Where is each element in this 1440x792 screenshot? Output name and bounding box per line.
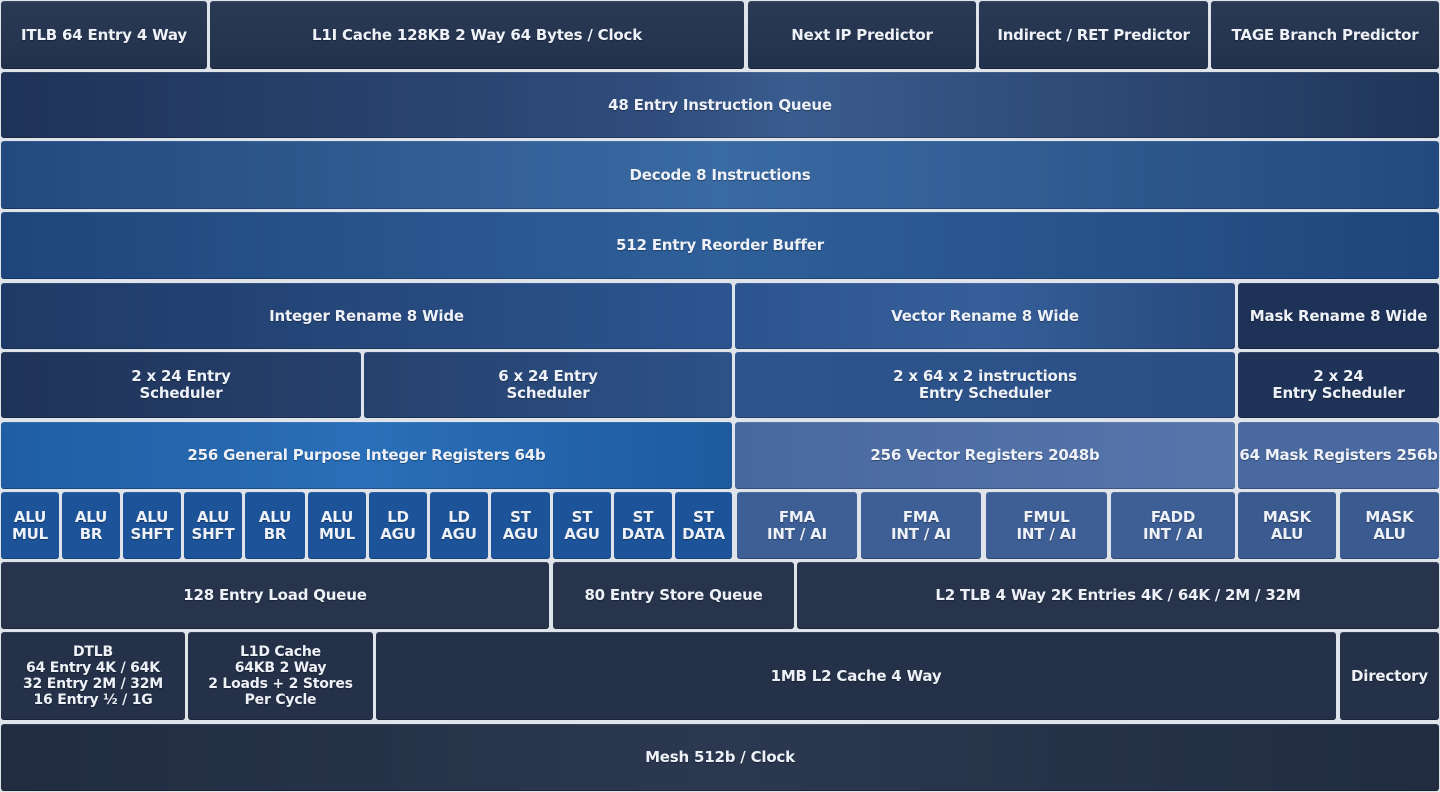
next-ip-predictor-block: Next IP Predictor bbox=[748, 1, 976, 69]
mask-scheduler-block: 2 x 24 Entry Scheduler bbox=[1238, 352, 1439, 418]
exec-unit-vector: FADD INT / AI bbox=[1111, 492, 1235, 559]
exec-unit-mask: MASK ALU bbox=[1340, 492, 1439, 559]
store-queue-block: 80 Entry Store Queue bbox=[553, 562, 794, 629]
exec-unit-int: ALU MUL bbox=[1, 492, 59, 559]
dtlb-block: DTLB 64 Entry 4K / 64K 32 Entry 2M / 32M… bbox=[1, 632, 185, 720]
vector-register-file-block: 256 Vector Registers 2048b bbox=[735, 422, 1235, 489]
l1d-cache-block: L1D Cache 64KB 2 Way 2 Loads + 2 Stores … bbox=[188, 632, 373, 720]
exec-unit-mask: MASK ALU bbox=[1238, 492, 1336, 559]
exec-unit-int: ST DATA bbox=[675, 492, 732, 559]
integer-rename-block: Integer Rename 8 Wide bbox=[1, 283, 732, 349]
indirect-ret-predictor-block: Indirect / RET Predictor bbox=[979, 1, 1208, 69]
exec-unit-int: ALU SHFT bbox=[184, 492, 242, 559]
mask-register-file-block: 64 Mask Registers 256b bbox=[1238, 422, 1439, 489]
reorder-buffer-block: 512 Entry Reorder Buffer bbox=[1, 212, 1439, 279]
int-scheduler-a-block: 2 x 24 Entry Scheduler bbox=[1, 352, 361, 418]
mesh-block: Mesh 512b / Clock bbox=[1, 724, 1439, 791]
vector-rename-block: Vector Rename 8 Wide bbox=[735, 283, 1235, 349]
exec-unit-int: ALU MUL bbox=[308, 492, 366, 559]
exec-unit-int: LD AGU bbox=[369, 492, 427, 559]
instruction-queue-block: 48 Entry Instruction Queue bbox=[1, 72, 1439, 138]
l2-tlb-block: L2 TLB 4 Way 2K Entries 4K / 64K / 2M / … bbox=[797, 562, 1439, 629]
exec-unit-int: ST AGU bbox=[553, 492, 611, 559]
exec-unit-int: LD AGU bbox=[430, 492, 488, 559]
tage-branch-predictor-block: TAGE Branch Predictor bbox=[1211, 1, 1439, 69]
l2-cache-block: 1MB L2 Cache 4 Way bbox=[376, 632, 1336, 720]
vector-scheduler-block: 2 x 64 x 2 instructions Entry Scheduler bbox=[735, 352, 1235, 418]
exec-unit-int: ST DATA bbox=[614, 492, 672, 559]
integer-register-file-block: 256 General Purpose Integer Registers 64… bbox=[1, 422, 732, 489]
exec-unit-int: ALU BR bbox=[62, 492, 120, 559]
exec-unit-vector: FMA INT / AI bbox=[737, 492, 857, 559]
mask-rename-block: Mask Rename 8 Wide bbox=[1238, 283, 1439, 349]
l1i-cache-block: L1I Cache 128KB 2 Way 64 Bytes / Clock bbox=[210, 1, 744, 69]
exec-unit-int: ALU SHFT bbox=[123, 492, 181, 559]
load-queue-block: 128 Entry Load Queue bbox=[1, 562, 549, 629]
itlb-block: ITLB 64 Entry 4 Way bbox=[1, 1, 207, 69]
exec-unit-int: ALU BR bbox=[245, 492, 305, 559]
int-scheduler-b-block: 6 x 24 Entry Scheduler bbox=[364, 352, 732, 418]
exec-unit-vector: FMA INT / AI bbox=[861, 492, 981, 559]
exec-unit-vector: FMUL INT / AI bbox=[986, 492, 1107, 559]
decode-block: Decode 8 Instructions bbox=[1, 141, 1439, 209]
directory-block: Directory bbox=[1340, 632, 1439, 720]
exec-unit-int: ST AGU bbox=[491, 492, 550, 559]
